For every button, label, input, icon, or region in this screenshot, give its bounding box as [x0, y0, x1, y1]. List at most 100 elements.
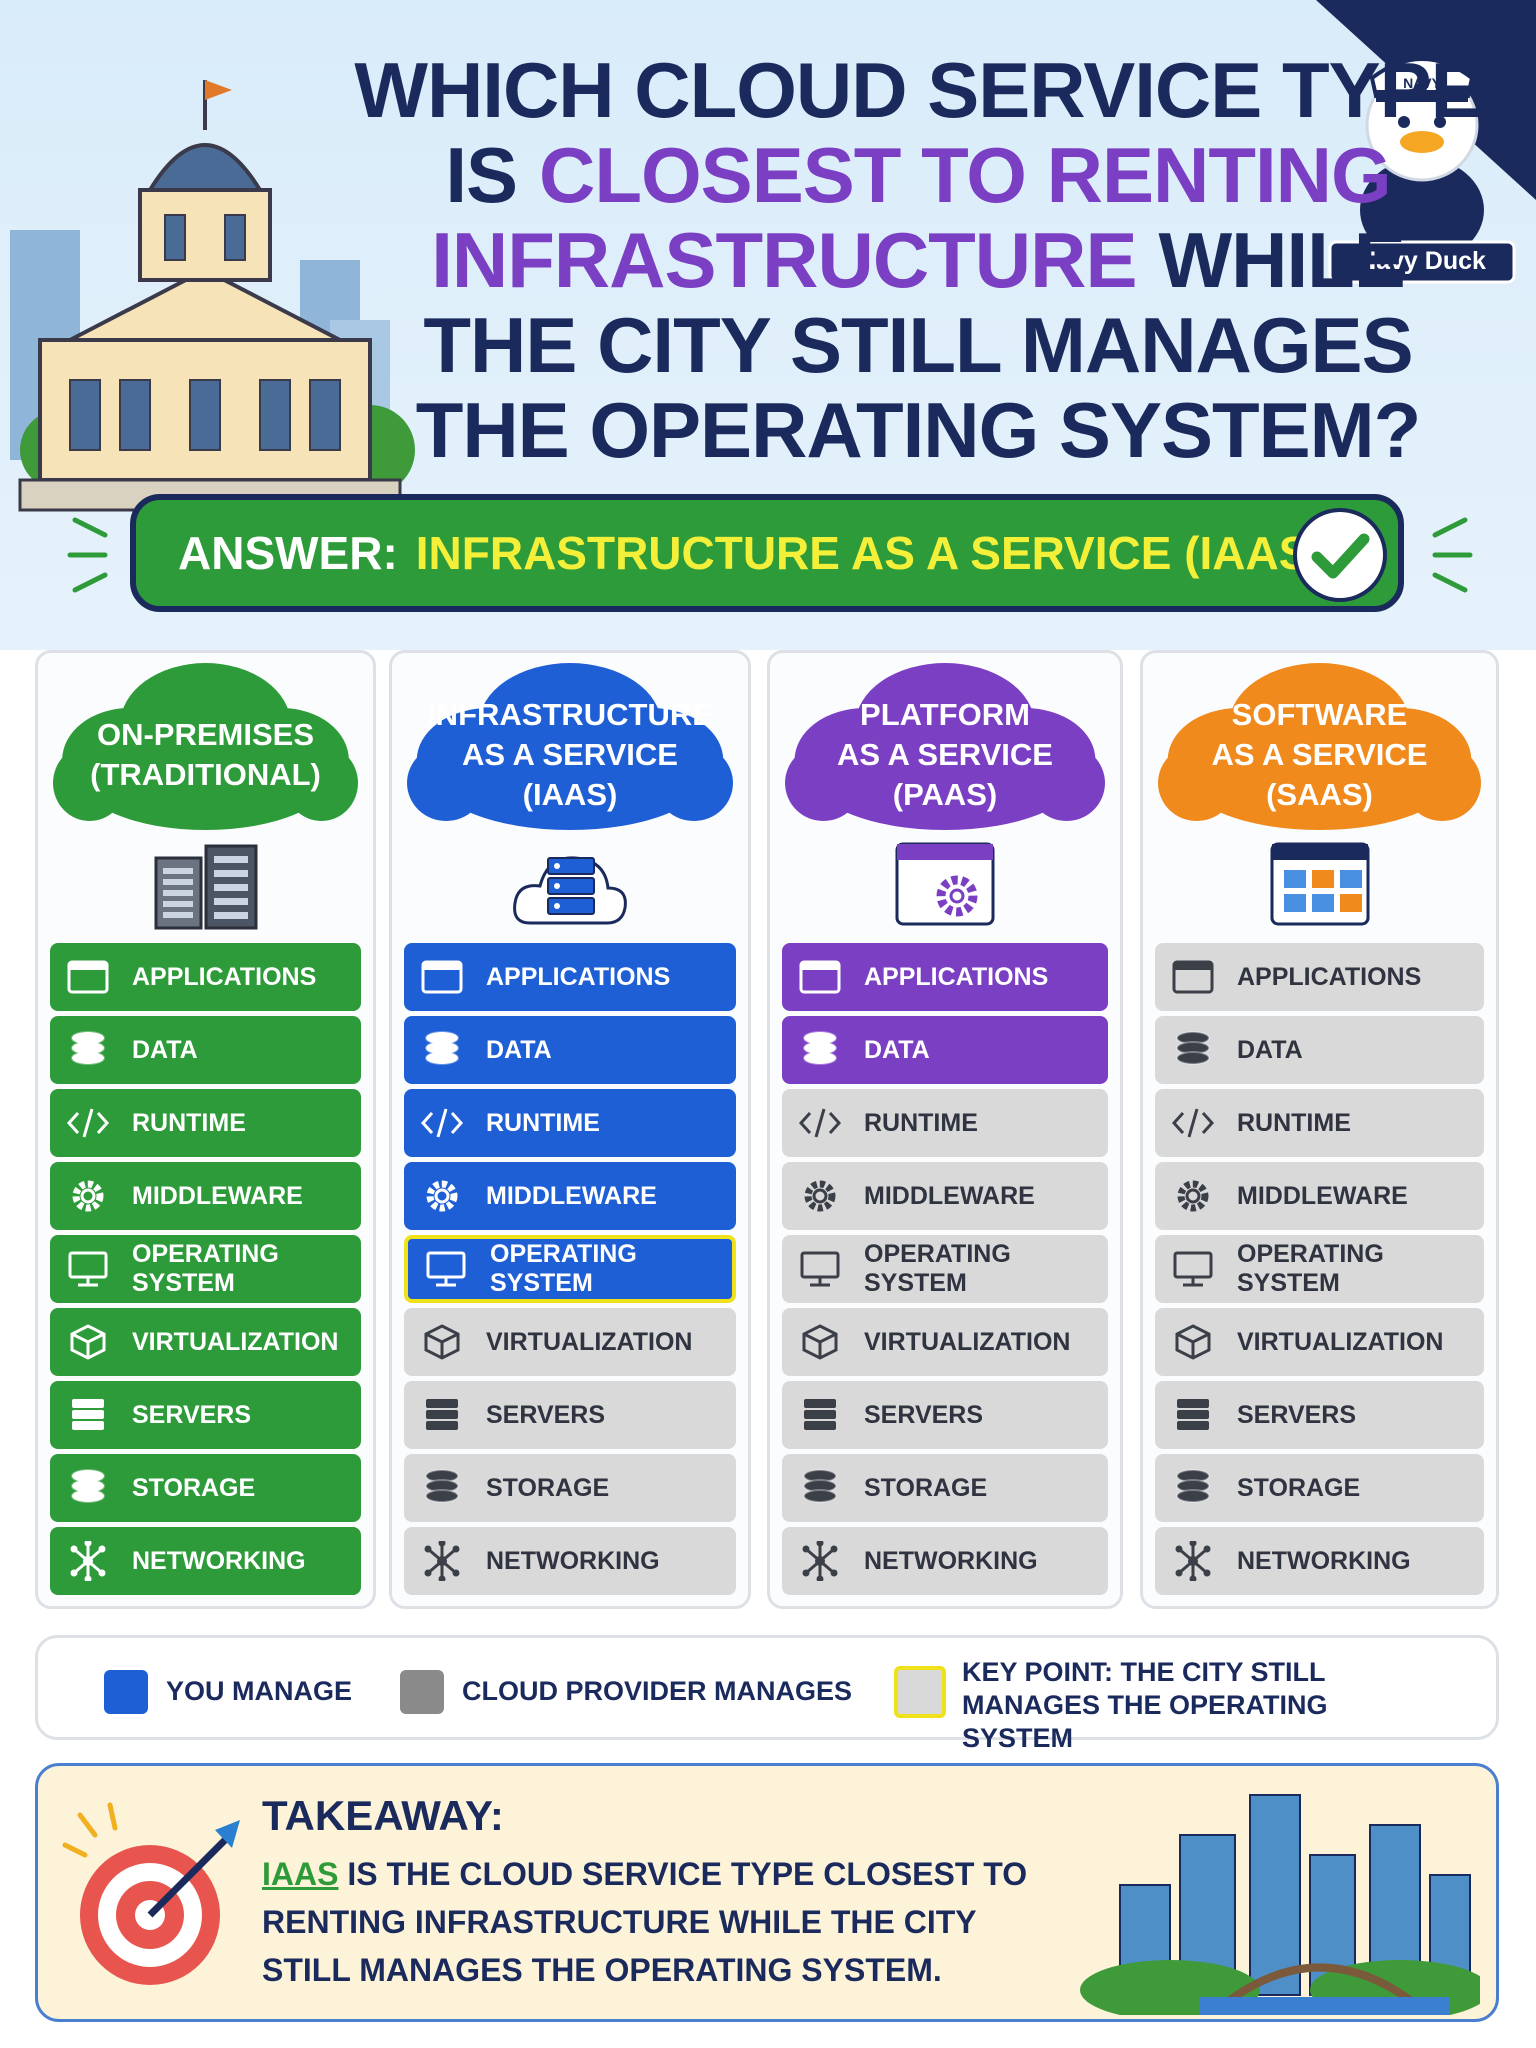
icon-shape: [804, 1410, 836, 1419]
icon-shape: [450, 1111, 464, 1135]
title-segment: THE OPERATING SYSTEM?: [415, 386, 1422, 474]
layer-row: RUNTIME: [782, 1089, 1108, 1157]
layer-icon: [68, 1251, 108, 1287]
cloud-part: [284, 745, 358, 821]
layer-row: SERVERS: [404, 1381, 736, 1449]
icon-shape: [804, 1399, 836, 1408]
column-title: INFRASTRUCTURE AS A SERVICE (IAAS): [389, 695, 751, 815]
title-segment: CLOSEST TO RENTING: [539, 131, 1392, 219]
cloud-part: [1158, 745, 1236, 821]
column-cloud: [1158, 663, 1481, 830]
layer-row: SERVERS: [782, 1381, 1108, 1449]
column-title-line: ON-PREMISES: [96, 717, 315, 752]
column-title: PLATFORM AS A SERVICE (PAAS): [767, 695, 1123, 815]
icon-shape: [420, 1111, 434, 1135]
layer-icon: [424, 1541, 460, 1581]
layer-row: MIDDLEWARE: [50, 1162, 361, 1230]
column-title: ON-PREMISES (TRADITIONAL): [35, 715, 376, 795]
icon-shape: [1176, 1332, 1210, 1344]
layer-icon: [70, 1324, 106, 1360]
icon-shape: [162, 868, 193, 874]
layer-icon: [1171, 1108, 1215, 1138]
layer-label: SERVERS: [132, 1400, 252, 1429]
icon-shape: [426, 1399, 458, 1408]
layer-icon: [1172, 960, 1214, 994]
icon-shape: [162, 879, 193, 885]
icon-shape: [1175, 1545, 1183, 1553]
column-title-line: SOFTWARE: [1231, 697, 1408, 732]
layer-icon: [1175, 1324, 1211, 1360]
takeaway-text: IAAS IS THE CLOUD SERVICE TYPE CLOSEST T…: [262, 1850, 1062, 1994]
layer-icon: [799, 960, 841, 994]
layer-icon: [804, 1180, 836, 1212]
column-title-line: (TRADITIONAL): [90, 757, 321, 792]
icon-shape: [162, 901, 193, 907]
icon-shape: [426, 1410, 458, 1419]
layer-label: APPLICATIONS: [864, 962, 1049, 991]
layer-row: OPERATING SYSTEM: [50, 1235, 361, 1303]
layer-row: APPLICATIONS: [50, 943, 361, 1011]
icon-shape: [798, 1111, 812, 1135]
layer-icon: [1177, 1180, 1209, 1212]
icon-shape: [816, 1575, 824, 1581]
layer-label: OPERATING SYSTEM: [490, 1240, 637, 1297]
icon-shape: [436, 1108, 448, 1138]
icon-shape: [70, 1569, 78, 1577]
cloud-part: [77, 720, 334, 830]
layer-label: OPERATING SYSTEM: [132, 1240, 279, 1297]
takeaway-heading: TAKEAWAY:: [262, 1792, 504, 1839]
layer-icon: [426, 1180, 458, 1212]
icon-shape: [803, 1051, 837, 1065]
hat-label: NAVY: [1403, 75, 1442, 91]
icon-shape: [423, 962, 461, 970]
layer-label: OPERATING SYSTEM: [864, 1240, 1011, 1297]
icon-shape: [554, 883, 560, 889]
layer-label: RUNTIME: [486, 1108, 600, 1137]
icon-shape: [1283, 894, 1306, 912]
layer-label: MIDDLEWARE: [486, 1181, 657, 1210]
icon-shape: [1339, 870, 1362, 888]
column-title-line: (SAAS): [1266, 777, 1373, 812]
icon-shape: [949, 888, 965, 904]
legend: YOU MANAGE CLOUD PROVIDER MANAGES KEY PO…: [35, 1635, 1499, 1753]
icon-shape: [1177, 1399, 1209, 1408]
column-title: SOFTWARE AS A SERVICE (SAAS): [1140, 695, 1499, 815]
layer-icon: [803, 1469, 837, 1503]
column-icon: [513, 856, 627, 925]
icon-shape: [802, 1569, 810, 1577]
answer-bar: ANSWER: INFRASTRUCTURE AS A SERVICE (IAA…: [130, 494, 1404, 612]
layer-row: RUNTIME: [1155, 1089, 1484, 1157]
layer-icon: [70, 1541, 106, 1581]
layer-label: NETWORKING: [132, 1546, 306, 1575]
layer-label: VIRTUALIZATION: [132, 1327, 339, 1356]
icon-shape: [71, 1051, 105, 1065]
icon-shape: [66, 1111, 80, 1135]
layer-row: NETWORKING: [404, 1527, 736, 1595]
column-title-line: PLATFORM: [860, 697, 1030, 732]
icon-shape: [1203, 1569, 1211, 1577]
layer-icon: [1176, 1469, 1210, 1503]
cloud-part: [407, 745, 486, 821]
icon-shape: [162, 890, 193, 896]
icon-shape: [547, 877, 595, 895]
layer-label: RUNTIME: [864, 1108, 978, 1137]
icon-shape: [71, 1489, 105, 1503]
city-skyline: [1080, 1794, 1480, 2015]
title-segment: IS: [445, 131, 518, 219]
column-title-line: AS A SERVICE: [462, 737, 678, 772]
layer-row: OPERATING SYSTEM: [1155, 1235, 1484, 1303]
icon-shape: [426, 1251, 466, 1279]
layer-icon: [424, 1324, 460, 1360]
icon-shape: [434, 1188, 450, 1204]
icon-shape: [213, 884, 248, 891]
icon-shape: [828, 1111, 842, 1135]
layer-row: STORAGE: [1155, 1454, 1484, 1522]
icon-shape: [72, 1410, 104, 1419]
icon-shape: [1176, 1489, 1210, 1503]
icon-shape: [1185, 1188, 1201, 1204]
column-icon: [154, 844, 257, 930]
icon-shape: [452, 1569, 460, 1577]
layer-row: RUNTIME: [50, 1089, 361, 1157]
layer-label: STORAGE: [132, 1473, 256, 1502]
